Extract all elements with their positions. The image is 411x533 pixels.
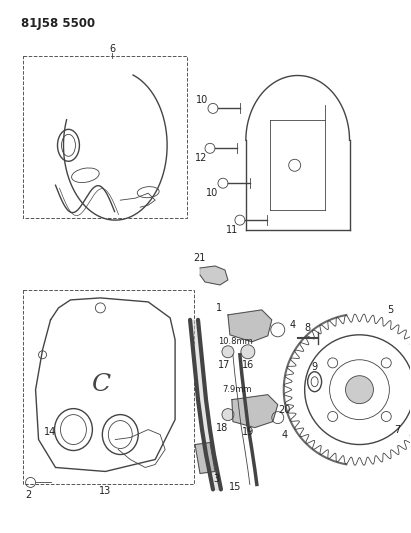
Text: 6: 6 bbox=[109, 44, 115, 54]
Circle shape bbox=[222, 409, 234, 421]
Text: 21: 21 bbox=[193, 253, 206, 263]
Text: 4: 4 bbox=[290, 320, 296, 330]
Text: 16: 16 bbox=[242, 360, 254, 370]
Text: 2: 2 bbox=[25, 490, 32, 500]
Circle shape bbox=[241, 345, 255, 359]
Text: 10: 10 bbox=[206, 188, 218, 198]
Text: 8: 8 bbox=[305, 323, 311, 333]
Text: 17: 17 bbox=[218, 360, 230, 370]
Circle shape bbox=[222, 346, 234, 358]
Text: 1: 1 bbox=[216, 303, 222, 313]
Text: 13: 13 bbox=[99, 487, 111, 496]
Text: 14: 14 bbox=[44, 426, 57, 437]
Text: 7: 7 bbox=[395, 425, 401, 434]
Text: 81J58 5500: 81J58 5500 bbox=[21, 17, 95, 30]
Text: 12: 12 bbox=[195, 154, 207, 163]
Bar bbox=[23, 55, 187, 218]
Circle shape bbox=[346, 376, 374, 403]
Text: 5: 5 bbox=[388, 305, 394, 315]
Polygon shape bbox=[228, 310, 272, 342]
Text: 10.8mm: 10.8mm bbox=[218, 337, 253, 346]
Text: 10: 10 bbox=[196, 95, 208, 106]
Text: C: C bbox=[91, 373, 110, 396]
Text: 20: 20 bbox=[279, 405, 291, 415]
Text: 7.9mm: 7.9mm bbox=[222, 385, 252, 394]
Text: 15: 15 bbox=[229, 482, 241, 492]
Text: 18: 18 bbox=[216, 423, 228, 433]
Text: 19: 19 bbox=[242, 426, 254, 437]
Text: 9: 9 bbox=[312, 362, 318, 372]
Text: 4: 4 bbox=[282, 430, 288, 440]
Bar bbox=[23, 290, 194, 484]
Text: 3: 3 bbox=[213, 474, 219, 484]
Polygon shape bbox=[232, 394, 278, 427]
Polygon shape bbox=[200, 266, 228, 285]
Polygon shape bbox=[195, 442, 215, 473]
Text: 11: 11 bbox=[226, 225, 238, 235]
